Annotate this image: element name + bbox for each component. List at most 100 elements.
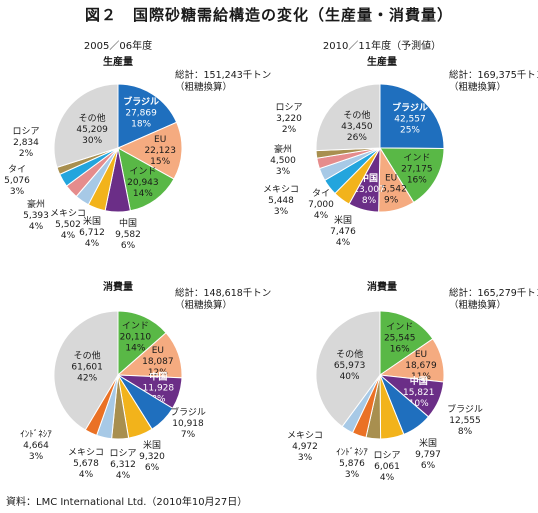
slice-pct-mexico: 4% (61, 231, 76, 241)
slice-value-thailand: 7,000 (308, 200, 334, 210)
slice-label-usa: 米国 (419, 437, 437, 449)
pie-slice-india (379, 147, 445, 204)
chart-total-note: （粗糖換算） (175, 299, 232, 311)
chart-period: 2005／06年度 (84, 39, 152, 52)
slice-label-australia: 豪州 (27, 198, 45, 210)
slice-value-brazil: 12,555 (449, 416, 481, 426)
slice-value-india: 20,943 (127, 178, 159, 188)
slice-value-australia: 4,500 (270, 156, 296, 166)
slice-label-russia: ロシア (373, 451, 400, 461)
chart-total-note: （粗糖換算） (449, 299, 506, 311)
source-note: 資料：LMC International Ltd.（2010年10月27日） (6, 497, 248, 508)
slice-label-india: インド (386, 323, 413, 333)
slice-label-indonesia: ｲﾝﾄﾞﾈｼｱ (20, 429, 52, 440)
slice-label-thailand: タイ (312, 188, 330, 199)
slice-value-russia: 6,061 (374, 462, 400, 472)
slice-label-usa: 米国 (83, 215, 101, 227)
slice-value-india: 20,110 (120, 333, 152, 343)
chart-total-note: （粗糖換算） (449, 81, 506, 93)
slice-pct-eu: 12% (148, 368, 168, 378)
slice-value-brazil: 27,869 (125, 109, 157, 119)
slice-value-eu: 18,087 (142, 357, 174, 367)
slice-value-eu: 15,542 (375, 185, 407, 195)
slice-label-other: その他 (74, 350, 101, 362)
slice-value-usa: 7,476 (330, 227, 356, 237)
slice-value-other: 61,601 (71, 363, 103, 373)
chart-total: 総計：169,375千トン (449, 69, 538, 81)
slice-value-india: 27,175 (401, 165, 433, 175)
slice-value-other: 65,973 (334, 361, 366, 371)
slice-value-mexico: 5,502 (55, 220, 81, 230)
chart-total: 総計：151,243千トン (175, 69, 271, 81)
slice-value-china: 11,928 (143, 383, 175, 393)
slice-pct-thailand: 3% (10, 187, 25, 197)
slice-label-australia: 豪州 (274, 143, 292, 155)
slice-label-thailand: タイ (8, 164, 26, 175)
slice-label-brazil: ブラジル (392, 101, 428, 113)
pie-slice-brazil (117, 83, 178, 149)
pie-slice-india (117, 147, 175, 212)
slice-pct-eu: 11% (411, 372, 431, 382)
slice-pct-india: 14% (133, 189, 153, 199)
slice-pct-india: 14% (125, 344, 145, 354)
slice-label-mexico: メキシコ (50, 209, 86, 219)
slice-value-usa: 6,712 (79, 228, 105, 238)
slice-pct-eu: 15% (150, 157, 170, 167)
slice-value-other: 43,450 (341, 122, 373, 132)
slice-label-russia: ロシア (275, 103, 302, 113)
slice-pct-brazil: 18% (131, 120, 151, 130)
slice-value-eu: 18,679 (405, 361, 437, 371)
slice-pct-mexico: 4% (79, 470, 94, 480)
pie-slice-other (315, 83, 381, 152)
slice-value-eu: 22,123 (144, 146, 176, 156)
chart-total: 総計：148,618千トン (175, 287, 271, 299)
slice-pct-usa: 6% (145, 463, 160, 473)
slice-value-australia: 5,393 (23, 211, 49, 221)
slice-label-mexico: メキシコ (68, 448, 104, 458)
pie-slice-eu (116, 121, 183, 180)
chart-total: 総計：165,279千トン (449, 287, 538, 299)
slice-value-brazil: 10,918 (172, 419, 204, 429)
slice-pct-mexico: 3% (298, 453, 313, 463)
slice-label-mexico: メキシコ (287, 431, 323, 441)
slice-value-indonesia: 5,876 (339, 459, 365, 469)
pie-slice-brazil (379, 83, 445, 150)
slice-label-brazil: ブラジル (123, 96, 159, 108)
chart-total-note: （粗糖換算） (175, 81, 232, 93)
slice-value-china: 15,821 (403, 388, 435, 398)
slice-label-eu: EU (152, 346, 164, 356)
slice-pct-indonesia: 3% (29, 452, 44, 462)
pie-slice-india (379, 310, 434, 376)
chart-period: 2010／11年度（予測値） (323, 39, 441, 52)
chart-subtitle: 消費量 (367, 280, 397, 293)
slice-label-india: インド (122, 322, 149, 332)
slice-pct-eu: 9% (384, 196, 399, 206)
slice-label-india: インド (403, 154, 430, 164)
slice-label-brazil: ブラジル (170, 406, 206, 418)
slice-pct-india: 16% (390, 345, 410, 355)
slice-value-india: 25,545 (384, 334, 416, 344)
slice-label-russia: ロシア (12, 127, 39, 137)
chart-subtitle: 生産量 (103, 55, 133, 68)
slice-value-other: 45,209 (76, 125, 108, 135)
slice-value-indonesia: 4,664 (23, 441, 49, 451)
slice-label-other: その他 (79, 112, 106, 124)
slice-label-brazil: ブラジル (447, 403, 483, 415)
slice-pct-mexico: 3% (274, 207, 289, 217)
slice-pct-thailand: 4% (314, 211, 329, 221)
slice-value-brazil: 42,557 (394, 114, 426, 124)
slice-pct-brazil: 7% (181, 430, 196, 440)
slice-label-eu: EU (415, 350, 427, 360)
slice-pct-china: 10% (409, 399, 429, 409)
slice-pct-china: 8% (362, 196, 377, 206)
slice-label-russia: ロシア (109, 449, 136, 459)
slice-value-mexico: 5,678 (73, 459, 99, 469)
slice-label-mexico: メキシコ (263, 185, 299, 195)
slice-pct-other: 26% (347, 133, 367, 143)
pie-slice-other (53, 83, 119, 168)
slice-pct-china: 6% (121, 241, 136, 251)
slice-pct-russia: 2% (19, 149, 34, 159)
slice-pct-brazil: 8% (458, 427, 473, 437)
slice-label-eu: EU (154, 135, 166, 145)
